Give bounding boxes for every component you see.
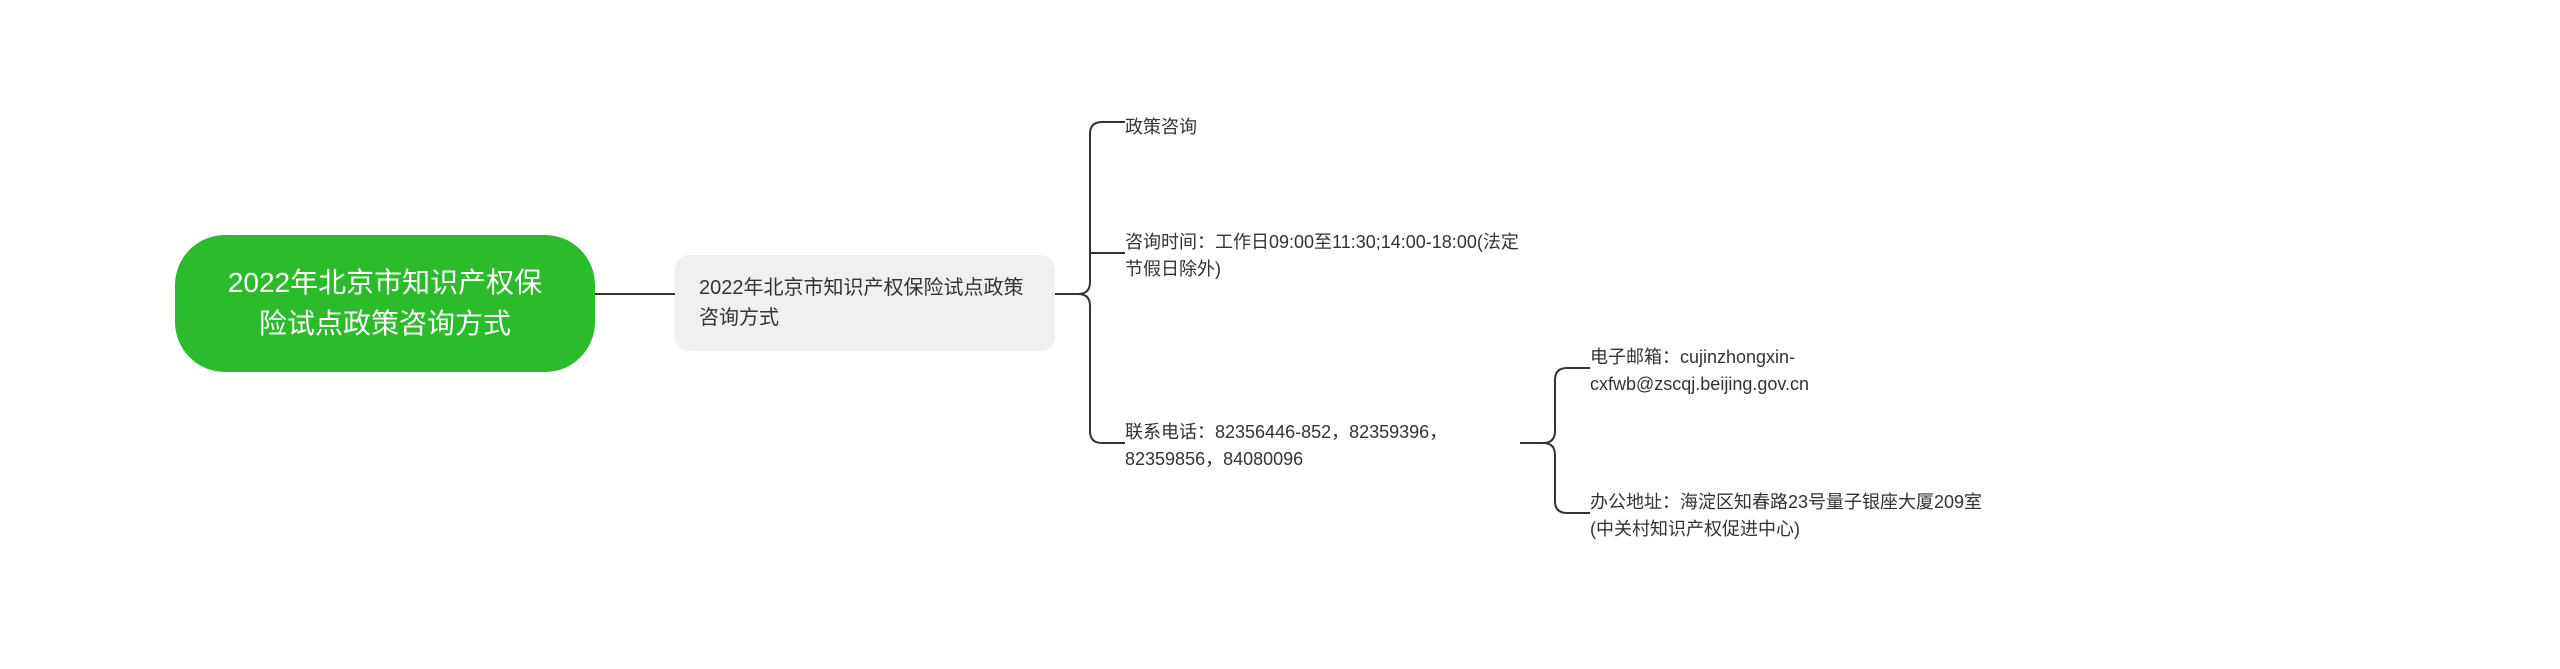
mindmap-container: 2022年北京市知识产权保险试点政策咨询方式 2022年北京市知识产权保险试点政… <box>0 0 2560 669</box>
leaf-label: 咨询时间：工作日09:00至11:30;14:00-18:00(法定节假日除外) <box>1125 229 1520 283</box>
root-label: 2022年北京市知识产权保险试点政策咨询方式 <box>221 263 549 344</box>
level3-node-address: 办公地址：海淀区知春路23号量子银座大厦209室(中关村知识产权促进中心) <box>1590 485 1985 547</box>
level1-node: 2022年北京市知识产权保险试点政策咨询方式 <box>675 255 1055 351</box>
level2-node-consult-time: 咨询时间：工作日09:00至11:30;14:00-18:00(法定节假日除外) <box>1125 225 1520 287</box>
leaf-label: 政策咨询 <box>1125 114 1197 141</box>
leaf-label: 办公地址：海淀区知春路23号量子银座大厦209室(中关村知识产权促进中心) <box>1590 489 1985 543</box>
root-node: 2022年北京市知识产权保险试点政策咨询方式 <box>175 235 595 372</box>
level2-node-phone: 联系电话：82356446-852，82359396，82359856，8408… <box>1125 415 1520 477</box>
leaf-label: 联系电话：82356446-852，82359396，82359856，8408… <box>1125 419 1520 473</box>
level2-node-policy-consult: 政策咨询 <box>1125 110 1520 145</box>
leaf-label: 电子邮箱：cujinzhongxin-cxfwb@zscqj.beijing.g… <box>1590 344 1985 398</box>
level1-label: 2022年北京市知识产权保险试点政策咨询方式 <box>699 273 1031 333</box>
level3-node-email: 电子邮箱：cujinzhongxin-cxfwb@zscqj.beijing.g… <box>1590 340 1985 402</box>
